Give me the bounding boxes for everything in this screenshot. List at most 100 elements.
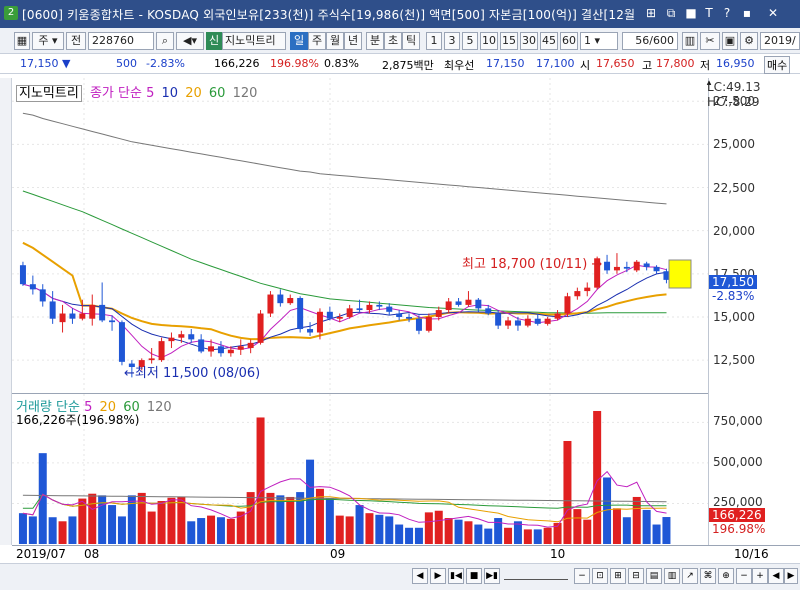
volume-bar[interactable] xyxy=(167,497,176,544)
tool-4-icon[interactable]: ▤ xyxy=(646,568,662,584)
candle-body[interactable] xyxy=(475,299,482,309)
tool-2-icon[interactable]: ⊞ xyxy=(610,568,626,584)
search-icon[interactable]: ⌕ xyxy=(156,32,174,50)
scroll-end-icon[interactable]: ▶▮ xyxy=(484,568,500,584)
stock-code-input[interactable]: 228760 xyxy=(88,32,154,50)
candle-body[interactable] xyxy=(326,311,333,319)
candle-body[interactable] xyxy=(653,266,660,272)
candle-body[interactable] xyxy=(29,284,36,290)
candle-body[interactable] xyxy=(237,346,244,350)
tool-5-icon[interactable]: ▥ xyxy=(664,568,680,584)
price-chart[interactable] xyxy=(12,78,708,390)
volume-bar[interactable] xyxy=(58,521,67,544)
candle-body[interactable] xyxy=(19,265,26,285)
volume-bar[interactable] xyxy=(197,518,206,544)
volume-bar[interactable] xyxy=(78,498,87,544)
volume-bar[interactable] xyxy=(345,516,354,544)
interval-30[interactable]: 30 xyxy=(520,32,538,50)
volume-bar[interactable] xyxy=(355,505,364,544)
volume-bar[interactable] xyxy=(18,513,27,544)
candle-body[interactable] xyxy=(505,320,512,326)
candle-body[interactable] xyxy=(495,313,502,326)
candle-body[interactable] xyxy=(346,308,353,317)
sound-icon[interactable]: ◀▾ xyxy=(176,32,204,50)
volume-bar[interactable] xyxy=(632,496,641,544)
scissor-icon[interactable]: ✂ xyxy=(700,32,720,50)
volume-bar[interactable] xyxy=(444,518,453,544)
restore-window-icon[interactable]: ⧉ xyxy=(666,6,676,20)
date-input[interactable]: 2019/ xyxy=(760,32,800,50)
candle-body[interactable] xyxy=(208,346,215,352)
tool-7-icon[interactable]: ⌘ xyxy=(700,568,716,584)
candle-body[interactable] xyxy=(415,318,422,331)
candle-body[interactable] xyxy=(663,271,670,280)
volume-bar[interactable] xyxy=(48,517,57,544)
volume-bar[interactable] xyxy=(98,495,107,544)
zoom-slider[interactable] xyxy=(504,572,568,580)
candle-body[interactable] xyxy=(584,287,591,292)
volume-bar[interactable] xyxy=(266,492,275,544)
volume-bar[interactable] xyxy=(405,527,414,544)
volume-bar[interactable] xyxy=(375,514,384,544)
pan-left-icon[interactable]: ◀ xyxy=(768,568,784,584)
volume-bar[interactable] xyxy=(236,511,245,544)
candle-body[interactable] xyxy=(247,342,254,349)
volume-bar[interactable] xyxy=(177,496,186,544)
legend-stock-name[interactable]: 지노믹트리 xyxy=(16,85,82,102)
interval-select[interactable]: 1 ▾ xyxy=(580,32,618,50)
period-year[interactable]: 년 xyxy=(344,32,362,50)
candle-body[interactable] xyxy=(514,320,521,326)
candle-body[interactable] xyxy=(574,291,581,297)
volume-bar[interactable] xyxy=(424,512,433,544)
interval-10[interactable]: 10 xyxy=(480,32,498,50)
volume-bar[interactable] xyxy=(335,515,344,544)
candle-body[interactable] xyxy=(465,299,472,305)
volume-bar[interactable] xyxy=(583,519,592,544)
close-icon[interactable]: ✕ xyxy=(767,6,779,20)
candle-body[interactable] xyxy=(643,263,650,267)
volume-bar[interactable] xyxy=(494,518,503,544)
period-second[interactable]: 초 xyxy=(384,32,402,50)
candle-body[interactable] xyxy=(287,297,294,304)
volume-bar[interactable] xyxy=(147,511,156,544)
volume-bar[interactable] xyxy=(662,517,671,544)
candle-body[interactable] xyxy=(396,313,403,317)
candle-body[interactable] xyxy=(633,261,640,271)
candle-body[interactable] xyxy=(109,320,116,323)
volume-bar[interactable] xyxy=(523,529,532,544)
candle-body[interactable] xyxy=(534,318,541,324)
period-tick[interactable]: 틱 xyxy=(402,32,420,50)
zoom-minus-icon[interactable]: − xyxy=(736,568,752,584)
candle-body[interactable] xyxy=(366,304,373,311)
volume-bar[interactable] xyxy=(612,508,621,544)
volume-bar[interactable] xyxy=(474,524,483,544)
tool-6-icon[interactable]: ↗ xyxy=(682,568,698,584)
period-minute[interactable]: 분 xyxy=(366,32,384,50)
volume-bar[interactable] xyxy=(127,495,136,544)
volume-bar[interactable] xyxy=(226,518,235,544)
candle-body[interactable] xyxy=(406,316,413,319)
volume-bar[interactable] xyxy=(563,440,572,544)
candle-body[interactable] xyxy=(544,318,551,324)
text-tool-icon[interactable]: T xyxy=(705,6,713,20)
volume-bar[interactable] xyxy=(315,488,324,544)
volume-bar[interactable] xyxy=(365,513,374,544)
scroll-start-icon[interactable]: ▮◀ xyxy=(448,568,464,584)
candle-body[interactable] xyxy=(376,304,383,307)
volume-bar[interactable] xyxy=(108,505,117,544)
layout-icon[interactable]: ⊞ xyxy=(645,6,657,20)
candle-body[interactable] xyxy=(455,301,462,305)
scroll-right-icon[interactable]: ▶ xyxy=(430,568,446,584)
candle-body[interactable] xyxy=(435,310,442,317)
mode-select[interactable]: 주 ▾ xyxy=(32,32,64,50)
candle-body[interactable] xyxy=(69,313,76,319)
volume-bar[interactable] xyxy=(454,519,463,544)
volume-bar[interactable] xyxy=(513,521,522,544)
candle-body[interactable] xyxy=(217,346,224,354)
volume-bar[interactable] xyxy=(286,496,295,544)
volume-bar[interactable] xyxy=(246,492,255,544)
interval-15[interactable]: 15 xyxy=(500,32,518,50)
volume-chart[interactable] xyxy=(12,394,708,546)
volume-bar[interactable] xyxy=(573,509,582,544)
volume-bar[interactable] xyxy=(504,527,513,544)
